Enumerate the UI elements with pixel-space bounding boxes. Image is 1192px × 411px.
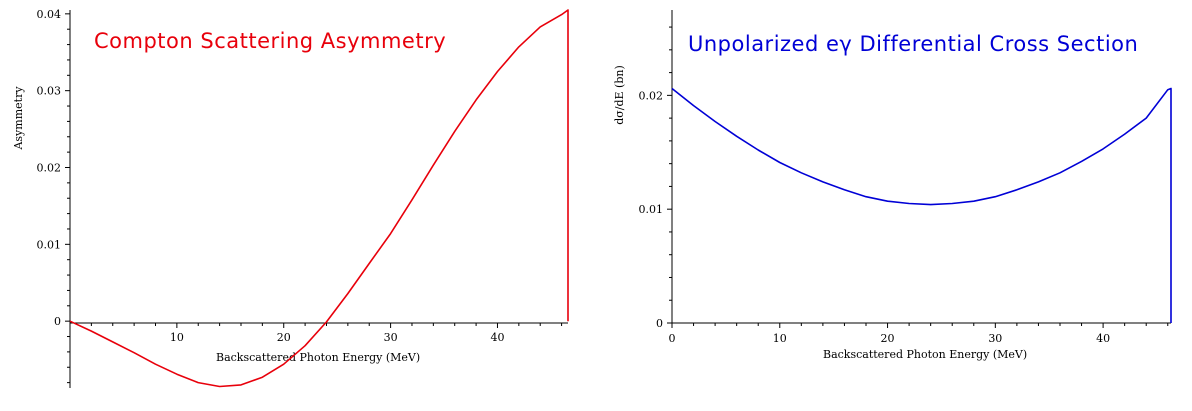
- y-tick-label: 0.04: [37, 8, 62, 21]
- x-axis-label: Backscattered Photon Energy (MeV): [216, 351, 420, 364]
- y-tick-label: 0.03: [37, 85, 62, 98]
- x-tick-label: 10: [773, 332, 787, 345]
- x-ticks: 0 10 20 30 40: [669, 323, 1169, 345]
- y-ticks: 0 0.01 0.02: [639, 26, 672, 330]
- x-tick-label: 20: [881, 332, 895, 345]
- series-line: [69, 9, 569, 388]
- y-tick-label: 0.02: [37, 162, 62, 175]
- x-tick-label: 20: [277, 331, 291, 344]
- y-tick-label: 0.01: [639, 203, 664, 216]
- y-tick-label: 0: [656, 317, 663, 330]
- x-tick-label: 10: [170, 331, 184, 344]
- y-axis-label: Asymmetry: [12, 86, 25, 151]
- series-line: [671, 87, 1172, 323]
- chart-title: Compton Scattering Asymmetry: [94, 29, 446, 53]
- x-tick-label: 0: [669, 332, 676, 345]
- y-tick-label: 0.01: [37, 238, 62, 251]
- x-axis-label: Backscattered Photon Energy (MeV): [823, 348, 1027, 361]
- y-tick-label: 0: [54, 315, 61, 328]
- y-axis-label: dσ/dE (bn): [613, 65, 626, 125]
- x-tick-label: 40: [1096, 332, 1110, 345]
- chart-title: Unpolarized eγ Differential Cross Sectio…: [688, 32, 1138, 56]
- x-ticks: 10 20 30 40: [69, 323, 563, 344]
- x-tick-label: 40: [490, 331, 504, 344]
- axes: [671, 10, 1171, 324]
- asymmetry-chart: Compton Scattering Asymmetry Backscatter…: [12, 8, 569, 388]
- y-ticks: 0 0.01 0.02 0.03 0.04: [37, 8, 70, 384]
- cross-section-chart: Unpolarized eγ Differential Cross Sectio…: [613, 10, 1172, 361]
- x-tick-label: 30: [988, 332, 1002, 345]
- x-tick-label: 30: [384, 331, 398, 344]
- series: [671, 87, 1172, 323]
- y-tick-label: 0.02: [639, 89, 664, 102]
- series: [69, 9, 569, 388]
